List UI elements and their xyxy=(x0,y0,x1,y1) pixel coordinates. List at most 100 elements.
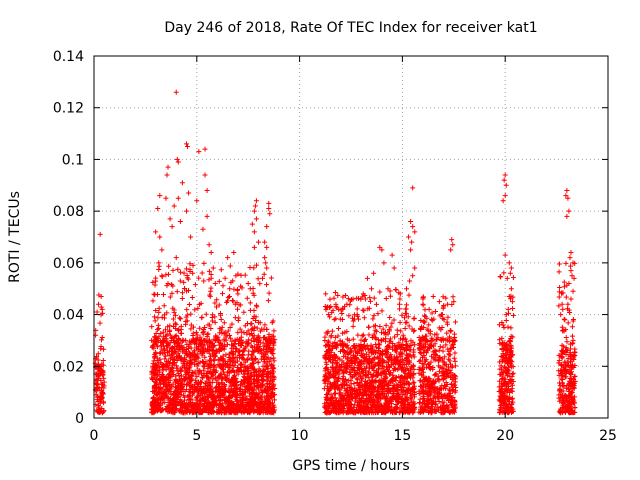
data-point xyxy=(250,357,256,363)
data-point xyxy=(256,337,262,343)
data-point xyxy=(191,402,197,408)
data-point xyxy=(245,379,251,385)
data-point xyxy=(194,340,200,346)
data-point xyxy=(190,330,196,336)
data-point xyxy=(152,282,158,288)
data-point xyxy=(237,326,243,332)
data-point xyxy=(229,406,235,412)
data-point xyxy=(219,291,225,297)
data-point xyxy=(165,340,171,346)
data-point xyxy=(158,380,164,386)
data-point xyxy=(238,386,244,392)
data-point xyxy=(204,388,210,394)
data-point xyxy=(212,353,218,359)
data-point xyxy=(168,391,174,397)
data-point xyxy=(160,377,166,383)
data-point xyxy=(210,347,216,353)
data-point xyxy=(271,365,277,371)
data-point xyxy=(235,306,240,312)
data-point xyxy=(238,368,244,374)
data-point xyxy=(232,337,238,343)
data-point xyxy=(188,311,194,317)
data-point xyxy=(178,373,184,379)
data-point xyxy=(171,348,177,354)
data-point xyxy=(173,332,179,338)
data-point xyxy=(170,324,176,330)
data-point xyxy=(169,345,175,351)
data-point xyxy=(230,363,236,369)
data-point xyxy=(261,387,267,393)
data-point xyxy=(223,352,229,358)
data-point xyxy=(210,393,216,399)
data-point xyxy=(176,346,182,352)
data-point xyxy=(191,356,197,362)
data-point xyxy=(265,298,271,304)
data-point xyxy=(180,338,186,344)
data-point xyxy=(150,279,156,285)
data-point xyxy=(269,394,275,400)
data-point xyxy=(197,368,203,374)
data-point xyxy=(266,358,272,364)
data-point xyxy=(168,399,174,405)
data-point xyxy=(246,406,252,412)
data-point xyxy=(221,336,227,342)
data-point xyxy=(198,339,204,345)
data-point xyxy=(159,408,165,414)
data-point xyxy=(152,341,158,347)
data-point xyxy=(169,290,175,296)
data-point xyxy=(181,270,187,276)
data-point xyxy=(250,390,256,396)
data-point xyxy=(202,354,208,360)
data-point xyxy=(244,395,250,401)
data-point xyxy=(101,400,107,406)
data-point xyxy=(225,359,231,365)
data-point xyxy=(208,383,214,389)
data-point xyxy=(237,388,243,394)
data-point xyxy=(251,265,257,271)
data-point xyxy=(189,294,195,300)
data-point xyxy=(153,362,159,368)
data-point xyxy=(191,361,197,367)
data-point xyxy=(157,356,163,362)
data-point xyxy=(99,388,105,394)
data-point xyxy=(197,404,203,410)
data-point xyxy=(251,327,257,333)
data-point xyxy=(170,316,176,322)
data-point xyxy=(184,307,190,313)
data-point xyxy=(256,319,262,325)
data-point xyxy=(194,407,200,413)
data-point xyxy=(194,354,200,360)
data-point xyxy=(193,329,199,335)
data-point xyxy=(210,397,216,403)
data-point xyxy=(237,348,243,354)
data-point xyxy=(221,386,227,392)
data-point xyxy=(207,322,213,328)
data-point xyxy=(227,395,233,401)
data-point xyxy=(178,330,184,336)
data-point xyxy=(150,405,156,411)
data-point xyxy=(154,400,160,406)
data-point xyxy=(154,327,160,333)
data-point xyxy=(244,320,250,326)
data-point xyxy=(205,399,211,405)
data-point xyxy=(100,391,106,397)
data-point xyxy=(184,275,190,281)
data-point xyxy=(268,336,274,342)
data-point xyxy=(154,355,160,361)
data-point xyxy=(255,276,261,282)
data-point xyxy=(265,374,271,380)
data-point xyxy=(271,381,277,387)
data-point xyxy=(166,263,172,269)
data-point xyxy=(164,359,170,365)
data-point xyxy=(214,409,220,415)
data-point xyxy=(253,302,259,308)
data-point xyxy=(149,410,155,416)
data-point xyxy=(250,365,256,371)
data-point xyxy=(240,403,246,409)
data-point xyxy=(101,375,107,381)
data-point xyxy=(231,341,237,347)
data-point xyxy=(165,324,171,330)
data-point xyxy=(154,391,160,397)
data-point xyxy=(209,318,215,324)
data-point xyxy=(182,394,188,400)
